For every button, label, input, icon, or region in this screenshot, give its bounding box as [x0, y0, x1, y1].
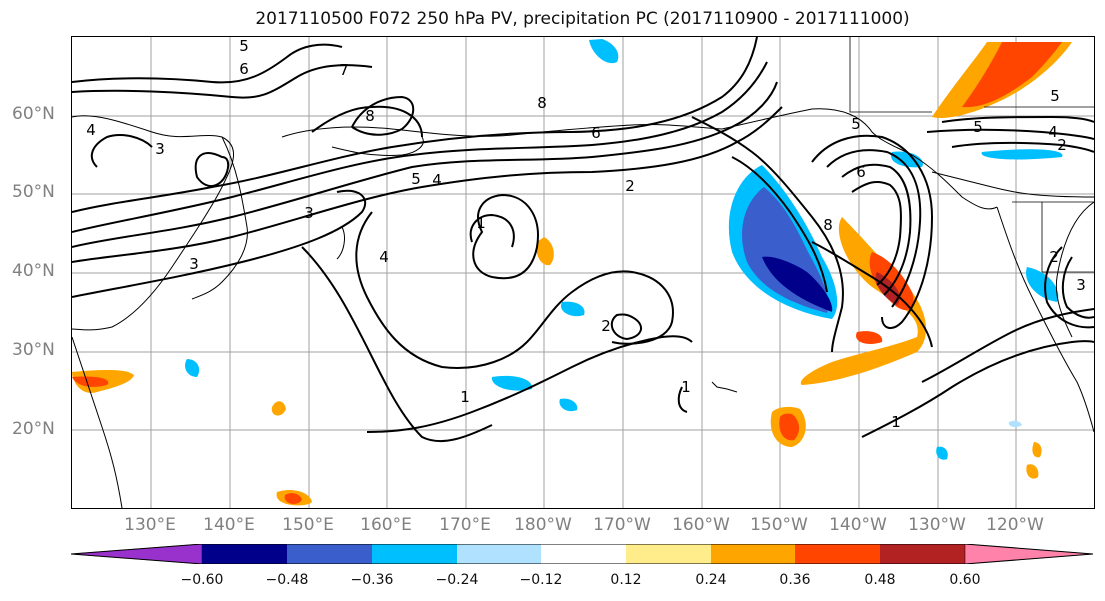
- lon-label-140e: 140°E: [203, 515, 255, 535]
- colorbar-tick: 0.36: [779, 572, 811, 588]
- contour-label: 4: [1048, 123, 1058, 141]
- contour-label: 4: [379, 248, 389, 266]
- contour-label: 3: [189, 255, 199, 273]
- contour-label: 2: [625, 177, 635, 195]
- lon-label-120w: 120°W: [986, 515, 1044, 535]
- map-canvas: 5 6 7 8 8 6 5 4 2 3 3 4 1 4 3 2 1 1 5 8 …: [72, 37, 1094, 508]
- lon-label-150w: 150°W: [750, 515, 808, 535]
- lon-label-170w: 170°W: [593, 515, 651, 535]
- colorbar-tick: 0.24: [695, 572, 727, 588]
- lat-label-60n: 60°N: [12, 104, 55, 124]
- contour-label: 1: [891, 413, 901, 431]
- map-panel: 5 6 7 8 8 6 5 4 2 3 3 4 1 4 3 2 1 1 5 8 …: [71, 36, 1095, 509]
- contour-label: 5: [851, 115, 861, 133]
- lon-label-160w: 160°W: [672, 515, 730, 535]
- map-title: 2017110500 F072 250 hPa PV, precipitatio…: [255, 9, 910, 29]
- lat-label-40n: 40°N: [12, 261, 55, 281]
- contour-label: 5: [239, 37, 249, 55]
- contour-label: 3: [304, 204, 314, 222]
- contour-label: 1: [681, 378, 691, 396]
- lon-label-140w: 140°W: [829, 515, 887, 535]
- pv-contours: [72, 37, 1094, 442]
- colorbar: [71, 544, 1094, 564]
- contour-labels: 5 6 7 8 8 6 5 4 2 3 3 4 1 4 3 2 1 1 5 8 …: [86, 37, 1086, 431]
- contour-label: 2: [601, 317, 611, 335]
- colorbar-tick: −0.48: [265, 572, 309, 588]
- contour-label: 2: [1049, 248, 1059, 266]
- colorbar-tick: −0.24: [435, 572, 479, 588]
- coastlines: [72, 108, 1094, 508]
- contour-label: 5: [973, 118, 983, 136]
- contour-label: 4: [86, 121, 96, 139]
- lat-label-50n: 50°N: [12, 182, 55, 202]
- contour-label: 4: [432, 171, 442, 189]
- lon-label-170e: 170°E: [439, 515, 491, 535]
- contour-label: 8: [365, 107, 375, 125]
- contour-label: 6: [591, 124, 601, 142]
- contour-label: 8: [537, 94, 547, 112]
- colorbar-tick: 0.60: [949, 572, 981, 588]
- contour-label: 3: [155, 140, 165, 158]
- borders: [849, 37, 1094, 273]
- lon-label-160e: 160°E: [360, 515, 412, 535]
- colorbar-tick: 0.12: [610, 572, 642, 588]
- contour-label: 1: [460, 388, 470, 406]
- contour-label: 8: [823, 216, 833, 234]
- colorbar-tick: −0.12: [519, 572, 563, 588]
- lon-label-130w: 130°W: [908, 515, 966, 535]
- contour-label: 5: [1050, 87, 1060, 105]
- colorbar-tick: −0.60: [180, 572, 224, 588]
- colorbar-tick: −0.36: [350, 572, 394, 588]
- lat-label-30n: 30°N: [12, 340, 55, 360]
- lon-label-150e: 150°E: [282, 515, 334, 535]
- contour-label: 6: [239, 60, 249, 78]
- lon-label-180w: 180°W: [514, 515, 572, 535]
- contour-label: 7: [339, 61, 349, 79]
- negative-precip-shading: [185, 39, 1063, 460]
- positive-precip-shading: [72, 42, 1072, 506]
- contour-label: 5: [411, 170, 421, 188]
- lat-label-20n: 20°N: [12, 419, 55, 439]
- lon-label-130e: 130°E: [124, 515, 176, 535]
- contour-label: 3: [1076, 276, 1086, 294]
- colorbar-tick: 0.48: [864, 572, 896, 588]
- contour-label: 1: [476, 214, 486, 232]
- contour-label: 2: [1057, 136, 1067, 154]
- contour-label: 6: [856, 163, 866, 181]
